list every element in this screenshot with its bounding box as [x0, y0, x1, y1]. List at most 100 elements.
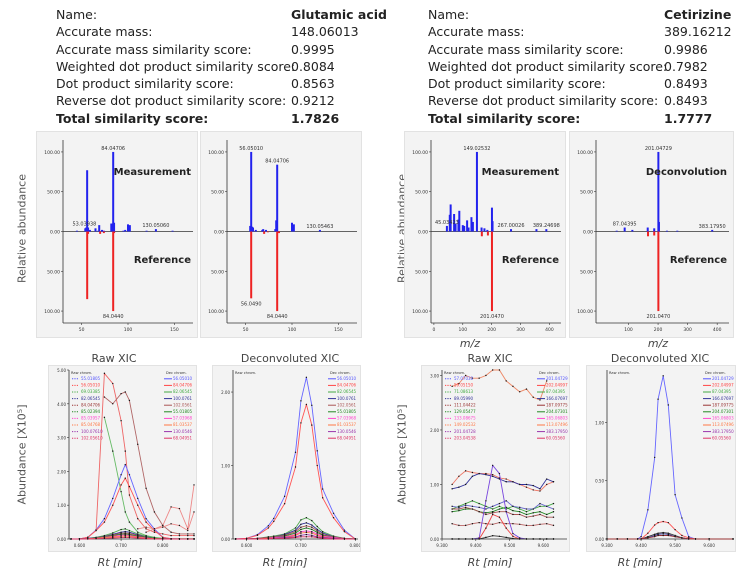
- legend-item: 133.08675: [454, 416, 476, 421]
- x-tick-label: 9.400: [470, 543, 482, 548]
- data-point: [606, 538, 608, 540]
- peak-annotation: 267.00026: [497, 223, 524, 229]
- chart-svg: 100.00 50.00 0.00 50.00 100.00 100 200 300 400 20…: [577, 140, 729, 333]
- measurement-peak: [154, 229, 157, 232]
- data-point: [321, 530, 324, 533]
- measurement-peak: [254, 229, 257, 232]
- data-point: [187, 538, 189, 540]
- data-point: [539, 505, 541, 507]
- data-point: [124, 534, 126, 536]
- legend-item: 166.07697: [712, 396, 734, 401]
- legend-raw-title: Raw chrom.: [235, 371, 256, 375]
- measurement-peak: [252, 227, 254, 232]
- label: Weighted dot product similarity score:: [56, 58, 296, 74]
- data-point: [491, 473, 494, 476]
- legend-item: 100.0761: [173, 396, 193, 401]
- legend-dec-title: Dec chrom.: [705, 371, 726, 375]
- data-point: [512, 513, 514, 516]
- data-point: [667, 534, 669, 537]
- peak-annotation: 84.04706: [101, 146, 125, 152]
- series-line: [452, 500, 554, 510]
- data-point: [498, 511, 501, 513]
- data-point: [539, 399, 541, 401]
- data-point: [708, 538, 710, 540]
- data-point: [343, 529, 346, 531]
- x-tick-label: 0.700: [115, 543, 127, 548]
- reference-label: Reference: [134, 255, 191, 266]
- data-point: [491, 508, 494, 510]
- data-point: [305, 516, 308, 519]
- data-point: [640, 538, 642, 540]
- data-point: [485, 374, 487, 377]
- peak-annotation: 56.0490: [241, 301, 262, 307]
- data-point: [120, 532, 122, 534]
- data-point: [458, 509, 460, 512]
- data-point: [451, 488, 453, 490]
- data-point: [491, 369, 494, 371]
- data-point: [120, 533, 122, 535]
- data-point: [283, 537, 286, 539]
- y-tick-label: 0.00: [214, 230, 224, 236]
- data-point: [552, 538, 555, 540]
- value: 0.8493: [664, 76, 708, 92]
- measurement-peak: [657, 221, 660, 232]
- label: Dot product similarity score:: [56, 76, 234, 92]
- data-point: [464, 483, 467, 486]
- data-point: [112, 532, 114, 534]
- data-point: [311, 519, 313, 522]
- data-point: [478, 502, 480, 505]
- data-point: [178, 538, 181, 540]
- x-tick-label: 0.700: [295, 543, 307, 548]
- y-tick-label: 100.00: [412, 150, 428, 156]
- data-point: [458, 538, 460, 540]
- data-point: [491, 511, 494, 513]
- data-point: [321, 497, 324, 499]
- measurement-peak: [646, 227, 649, 232]
- data-point: [478, 538, 480, 540]
- measurement-peak: [471, 221, 474, 232]
- legend-item: 84.04706: [337, 383, 357, 388]
- data-point: [662, 534, 664, 537]
- data-point: [464, 538, 467, 540]
- legend-item: 202.04997: [546, 383, 568, 388]
- x-tick-label: 9.500: [669, 543, 681, 548]
- data-point: [532, 396, 534, 398]
- measurement-peak: [657, 151, 660, 232]
- data-point: [300, 519, 302, 521]
- y-tick-label: 100.00: [44, 309, 60, 315]
- value: 148.06013: [291, 24, 359, 40]
- legend-item: 202.04997: [712, 383, 734, 388]
- data-point: [273, 517, 275, 520]
- data-point: [112, 504, 114, 506]
- data-point: [120, 474, 122, 476]
- data-point: [539, 490, 541, 492]
- peak-annotation: 130.05060: [142, 223, 169, 229]
- data-point: [103, 416, 106, 419]
- legend-item: 113.07496: [546, 422, 568, 427]
- chart-glutamic-raw-xic: 0.00 1.00 2.00 3.00 4.00 5.00 0.600 0.700 0.800 R…: [48, 365, 197, 552]
- measurement-peak: [102, 230, 105, 232]
- data-point: [657, 533, 659, 536]
- data-point: [647, 537, 649, 539]
- series-line: [452, 513, 554, 540]
- series-line: [607, 535, 733, 540]
- info-row-total: Total similarity score: 1.7777: [428, 110, 748, 127]
- data-point: [305, 530, 308, 532]
- data-point: [120, 531, 122, 533]
- data-point: [103, 372, 106, 375]
- legend-item: 102.0561: [337, 402, 357, 407]
- data-point: [546, 538, 548, 540]
- legend-item: 187.09775: [546, 402, 568, 407]
- data-point: [305, 531, 308, 534]
- data-point: [128, 399, 131, 402]
- data-point: [70, 538, 72, 540]
- data-point: [546, 505, 548, 507]
- data-point: [505, 527, 507, 529]
- measurement-peak: [101, 229, 103, 232]
- x-tick-label: 150: [334, 327, 343, 333]
- data-point: [311, 530, 313, 533]
- x-tick-label: 9.400: [635, 543, 647, 548]
- chart-svg: 100.00 50.00 0.00 50.00 100.00 50 100 150 84.047…: [44, 140, 193, 333]
- data-point: [316, 530, 318, 532]
- y-tick-label: 100.00: [577, 309, 593, 315]
